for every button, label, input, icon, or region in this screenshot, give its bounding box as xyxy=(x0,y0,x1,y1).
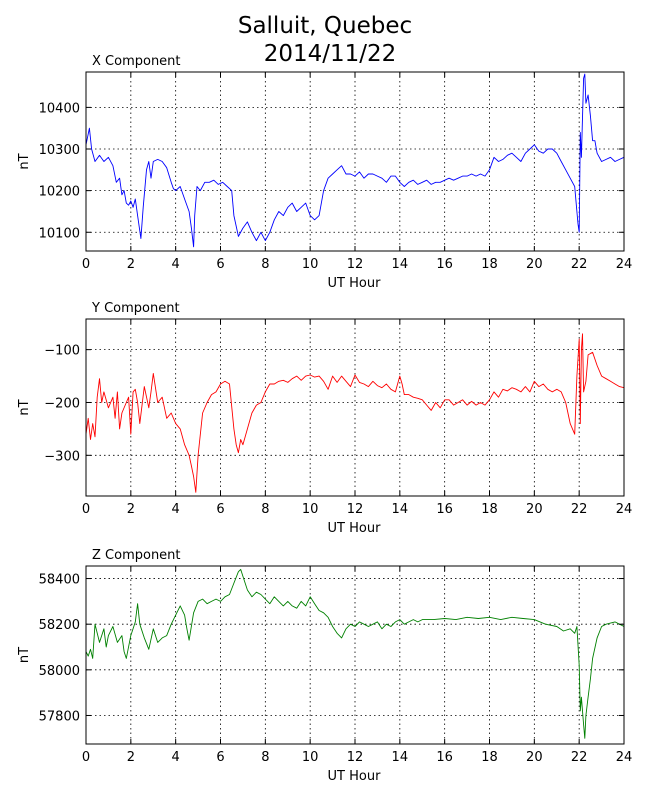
y-xaxis-label: UT Hour xyxy=(328,521,382,536)
z-xtick-label: 12 xyxy=(347,750,364,765)
z-component-panel: 0 2 4 6 8 10 12 14 16 18 20 22 245780058000582005840… xyxy=(17,548,632,784)
x-xtick-label: 10 xyxy=(302,257,319,272)
y-xtick-label: 12 xyxy=(347,502,364,517)
z-xtick-label: 16 xyxy=(436,750,453,765)
x-xtick-label: 6 xyxy=(216,257,224,272)
y-xtick-label: 6 xyxy=(216,502,224,517)
x-xtick-label: 12 xyxy=(347,257,364,272)
x-ytick-label: 10300 xyxy=(39,143,80,158)
figure-title-line1: Salluit, Quebec xyxy=(238,13,412,39)
z-ytick-label: 58000 xyxy=(39,664,80,679)
z-xtick-label: 0 xyxy=(82,750,90,765)
x-xtick-label: 0 xyxy=(82,257,90,272)
z-ytick-label: 58400 xyxy=(39,573,80,588)
z-ytick-label: 58200 xyxy=(39,618,80,633)
z-series-line xyxy=(85,568,625,739)
z-xtick-label: 14 xyxy=(392,750,409,765)
z-xtick-label: 8 xyxy=(261,750,269,765)
x-ytick-label: 10400 xyxy=(39,101,80,116)
x-xtick-label: 14 xyxy=(392,257,409,272)
y-xtick-label: 0 xyxy=(82,502,90,517)
z-xtick-label: 10 xyxy=(302,750,319,765)
y-ytick-label: −200 xyxy=(44,396,80,411)
x-yaxis-label: nT xyxy=(17,153,32,169)
y-xtick-label: 18 xyxy=(481,502,498,517)
x-xtick-label: 8 xyxy=(261,257,269,272)
y-xtick-label: 4 xyxy=(172,502,180,517)
y-panel-title: Y Component xyxy=(91,301,180,316)
x-ytick-label: 10100 xyxy=(39,226,80,241)
y-xtick-label: 24 xyxy=(616,502,633,517)
y-ytick-label: −300 xyxy=(44,449,80,464)
y-xtick-label: 20 xyxy=(526,502,543,517)
y-xtick-label: 8 xyxy=(261,502,269,517)
z-yaxis-label: nT xyxy=(17,647,32,663)
component-panels: 0 2 4 6 8 10 12 14 16 18 20 22 241010010200103001040… xyxy=(17,54,632,784)
x-xtick-label: 16 xyxy=(436,257,453,272)
z-xtick-label: 4 xyxy=(172,750,180,765)
x-component-panel: 0 2 4 6 8 10 12 14 16 18 20 22 241010010200103001040… xyxy=(17,54,632,291)
x-xtick-label: 18 xyxy=(481,257,498,272)
z-xtick-label: 22 xyxy=(571,750,588,765)
y-xtick-label: 10 xyxy=(302,502,319,517)
z-plot-frame xyxy=(85,565,625,745)
y-series-line xyxy=(85,333,625,493)
x-xtick-label: 22 xyxy=(571,257,588,272)
y-plot-frame xyxy=(85,318,625,497)
x-xtick-label: 20 xyxy=(526,257,543,272)
z-xtick-label: 18 xyxy=(481,750,498,765)
x-series-line xyxy=(85,73,625,248)
y-xtick-label: 16 xyxy=(436,502,453,517)
y-xtick-label: 2 xyxy=(127,502,135,517)
x-xtick-label: 2 xyxy=(127,257,135,272)
x-xtick-label: 4 xyxy=(172,257,180,272)
z-panel-title: Z Component xyxy=(92,548,181,563)
x-xaxis-label: UT Hour xyxy=(328,276,382,291)
x-plot-frame xyxy=(85,71,625,252)
z-xtick-label: 6 xyxy=(216,750,224,765)
x-ytick-label: 10200 xyxy=(39,185,80,200)
x-panel-title: X Component xyxy=(92,54,181,69)
z-xaxis-label: UT Hour xyxy=(328,769,382,784)
z-ytick-label: 57800 xyxy=(39,709,80,724)
y-yaxis-label: nT xyxy=(17,399,32,415)
y-ytick-label: −100 xyxy=(44,344,80,359)
figure-title-line2: 2014/11/22 xyxy=(264,41,397,67)
z-xtick-label: 24 xyxy=(616,750,633,765)
z-xtick-label: 2 xyxy=(127,750,135,765)
y-xtick-label: 22 xyxy=(571,502,588,517)
x-xtick-label: 24 xyxy=(616,257,633,272)
y-xtick-label: 14 xyxy=(392,502,409,517)
z-xtick-label: 20 xyxy=(526,750,543,765)
